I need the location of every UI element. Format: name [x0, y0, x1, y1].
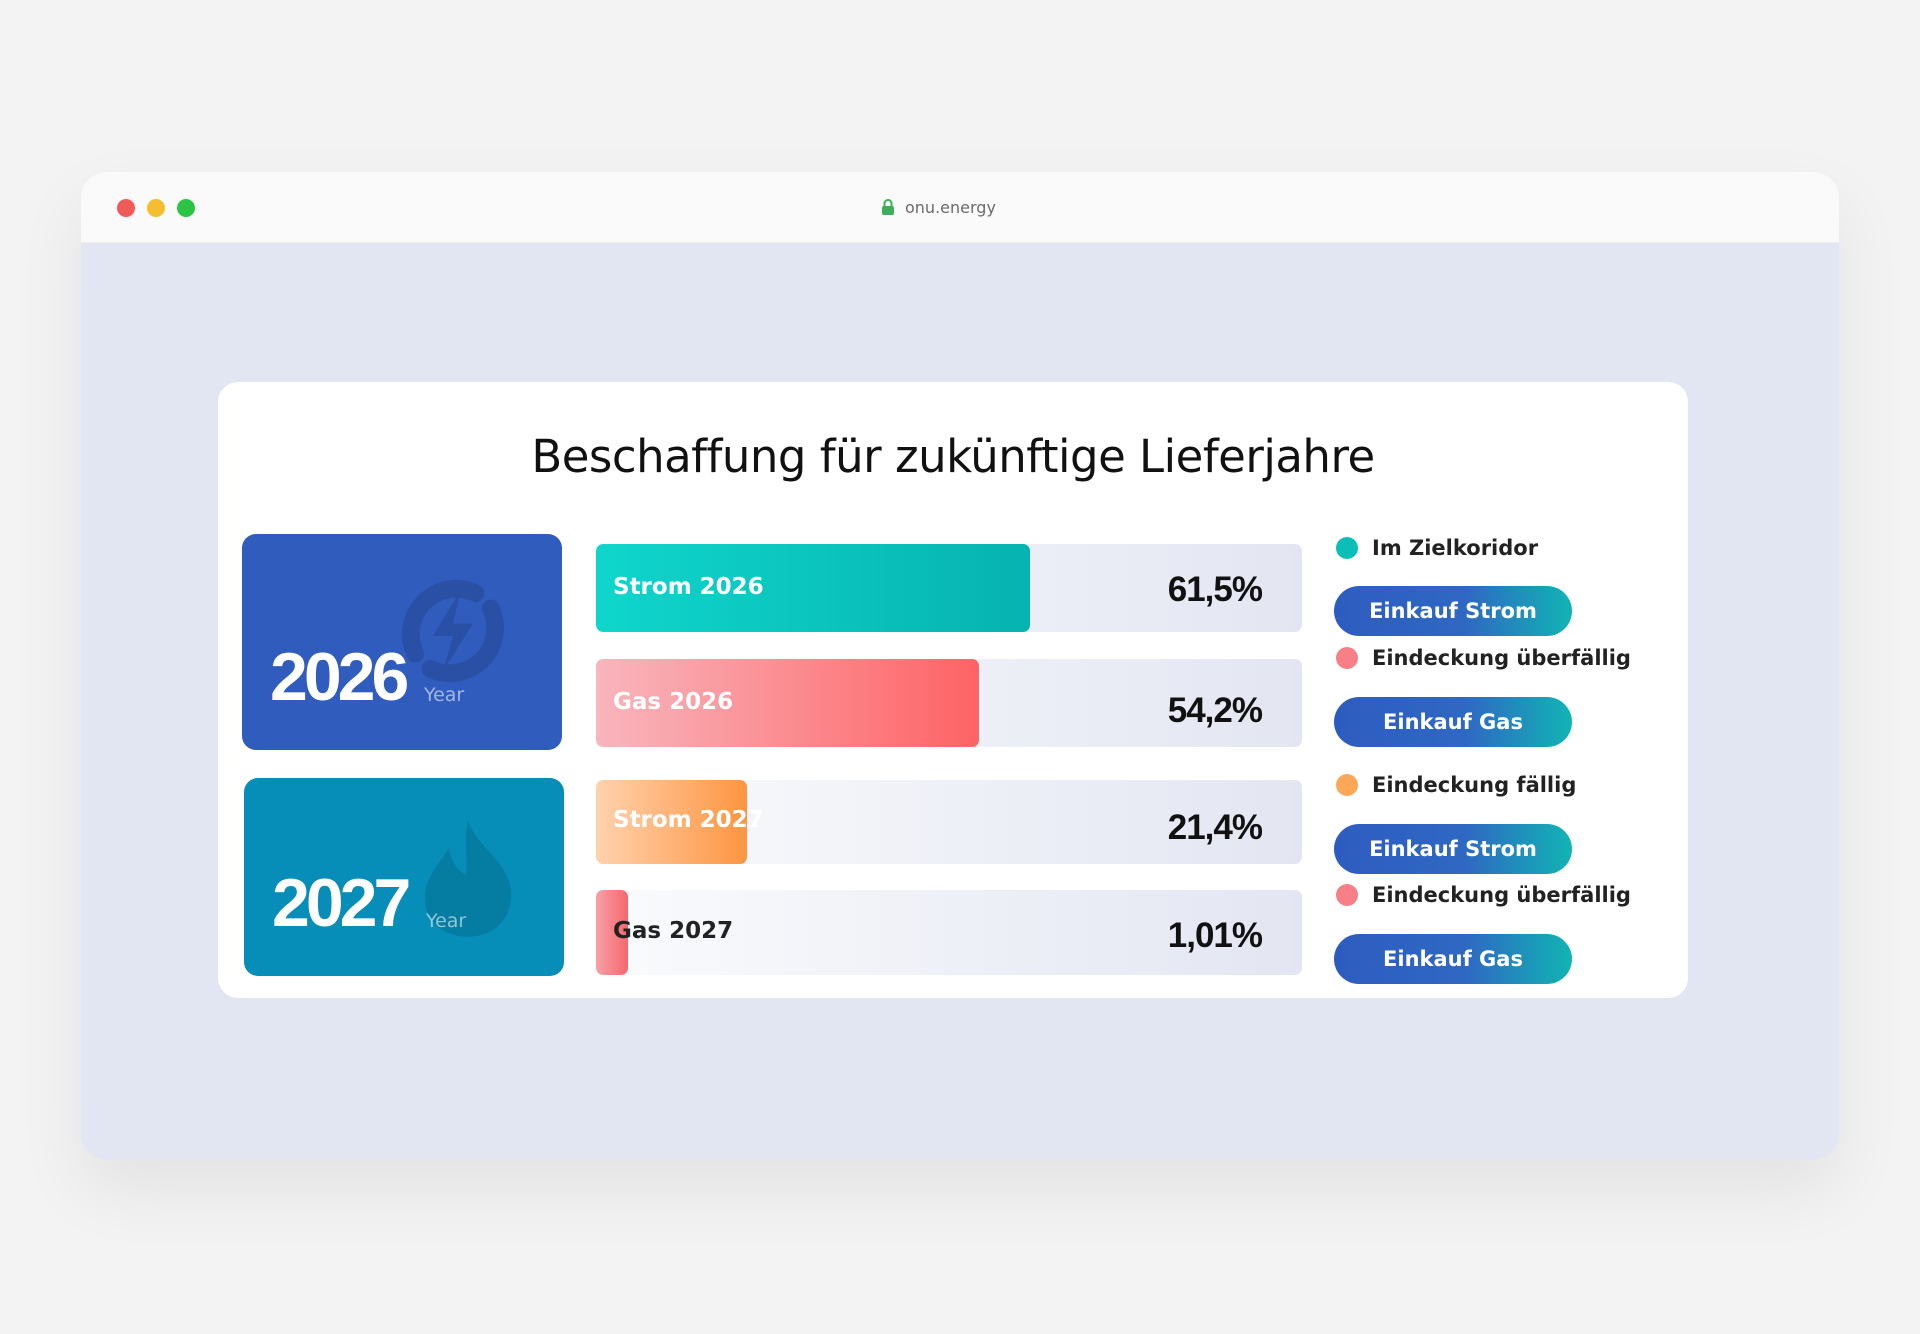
year-number: 2026 — [270, 639, 409, 715]
bar-fill — [596, 659, 979, 747]
status-text: Im Zielkoridor — [1372, 536, 1539, 560]
bar-strom-2026: Strom 2026 61,5% — [596, 544, 1302, 632]
browser-titlebar: onu.energy — [81, 172, 1839, 243]
year-tile-2026: 2026 Year — [242, 534, 562, 750]
year-tile-2027: 2027 Year — [244, 778, 564, 976]
status-strom-2026: Im Zielkoridor — [1336, 536, 1538, 560]
bar-gas-2026: Gas 2026 54,2% — [596, 659, 1302, 747]
address-bar[interactable]: onu.energy — [881, 196, 996, 218]
status-dot — [1336, 537, 1358, 559]
bar-fill — [596, 544, 1031, 632]
bar-value: 61,5% — [1167, 570, 1263, 609]
einkauf-strom-2027-button[interactable]: Einkauf Strom — [1334, 824, 1572, 874]
status-dot — [1336, 774, 1358, 796]
bar-strom-2027: Strom 2027 21,4% — [596, 780, 1302, 864]
status-dot — [1336, 647, 1358, 669]
status-gas-2026: Eindeckung überfällig — [1336, 646, 1631, 670]
procurement-card: Beschaffung für zukünftige Lieferjahre 2… — [218, 382, 1688, 998]
maximize-window-button[interactable] — [177, 199, 195, 217]
bar-gas-2027: Gas 2027 1,01% — [596, 890, 1302, 975]
minimize-window-button[interactable] — [147, 199, 165, 217]
status-gas-2027: Eindeckung überfällig — [1336, 883, 1631, 907]
year-label: Year — [424, 684, 465, 706]
bar-value: 1,01% — [1167, 916, 1263, 955]
bar-label: Gas 2027 — [613, 918, 734, 944]
flame-icon — [424, 820, 512, 937]
url-text: onu.energy — [905, 197, 996, 217]
status-strom-2027: Eindeckung fällig — [1336, 773, 1576, 797]
einkauf-strom-2026-button[interactable]: Einkauf Strom — [1334, 586, 1572, 636]
bar-label: Strom 2027 — [613, 807, 764, 833]
card-title: Beschaffung für zukünftige Lieferjahre — [531, 430, 1375, 483]
einkauf-gas-2026-button[interactable]: Einkauf Gas — [1334, 697, 1572, 747]
bar-value: 54,2% — [1167, 691, 1263, 730]
bar-fill — [596, 780, 748, 864]
bar-label: Strom 2026 — [613, 574, 764, 600]
einkauf-gas-2027-button[interactable]: Einkauf Gas — [1334, 934, 1572, 984]
status-text: Eindeckung fällig — [1372, 773, 1577, 797]
bar-value: 21,4% — [1167, 808, 1263, 847]
lightning-bolt-icon — [402, 580, 504, 682]
status-dot — [1336, 884, 1358, 906]
year-number: 2027 — [272, 865, 411, 941]
bar-fill — [596, 890, 628, 975]
browser-window: onu.energy Beschaffung für zukünftige Li… — [81, 172, 1839, 1160]
status-text: Eindeckung überfällig — [1372, 646, 1631, 670]
close-window-button[interactable] — [117, 199, 135, 217]
year-label: Year — [426, 910, 467, 932]
status-text: Eindeckung überfällig — [1372, 883, 1631, 907]
lock-icon — [882, 199, 894, 215]
bar-label: Gas 2026 — [613, 689, 734, 715]
